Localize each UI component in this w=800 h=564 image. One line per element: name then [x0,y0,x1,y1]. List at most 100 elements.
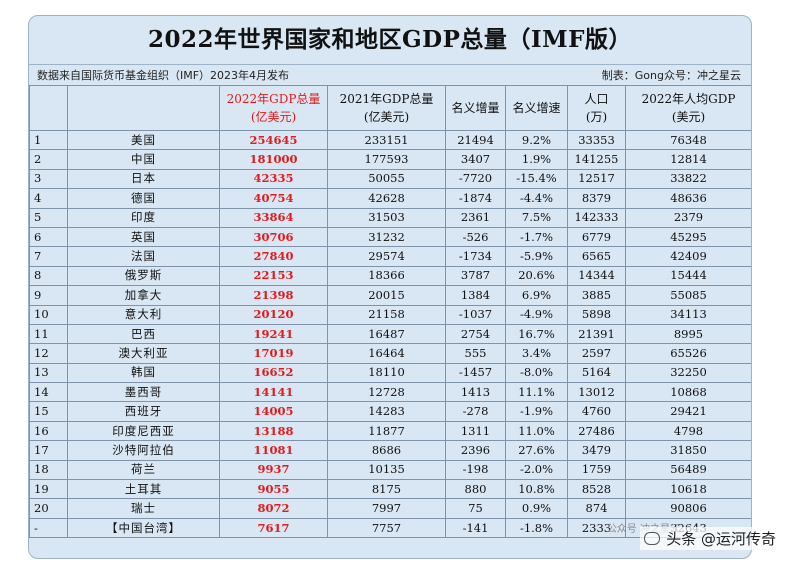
cell-rank: 9 [29,285,68,306]
table-title: 2022年世界国家和地区GDP总量（IMF版） [148,26,632,53]
cell-population: 6565 [567,246,626,267]
table-row: 17 沙特阿拉伯 11081 8686 2396 27.6% 3479 31850 [29,440,751,461]
cell-gdp-2021: 8175 [327,479,446,500]
cell-nominal-increase: -278 [445,401,506,422]
table-row: 14 墨西哥 14141 12728 1413 11.1% 13012 10868 [29,382,751,403]
cell-gdp-2022: 14141 [219,382,328,403]
cell-country: 中国 [67,149,220,170]
cell-gdp-2021: 177593 [327,149,446,170]
header-per-capita-gdp: 2022年人均GDP (美元) [625,85,751,131]
cell-nominal-growth: -4.9% [505,304,568,325]
cell-gdp-2022: 9937 [219,459,328,481]
cell-nominal-growth: 11.0% [505,420,568,442]
cell-nominal-increase: 75 [445,498,506,519]
cell-gdp-2021: 31232 [327,226,446,248]
cell-per-capita-gdp: 29421 [625,401,751,422]
cell-gdp-2022: 42335 [219,168,328,190]
cell-gdp-2022: 20120 [219,304,328,325]
cell-nominal-growth: 7.5% [505,207,568,228]
cell-population: 3479 [567,440,626,461]
cell-nominal-increase: -1457 [445,362,506,384]
cell-per-capita-gdp: 45295 [625,226,751,248]
cell-nominal-increase: 3787 [445,265,506,287]
cell-rank: 7 [29,246,68,267]
cell-per-capita-gdp: 34113 [625,304,751,325]
cell-gdp-2021: 7997 [327,498,446,519]
cell-rank: 13 [29,362,68,384]
cell-nominal-increase: 2361 [445,207,506,228]
cell-population: 3885 [567,285,626,306]
cell-nominal-growth: -15.4% [505,168,568,190]
header-nominal-increase: 名义增量 [445,85,506,131]
cell-nominal-growth: -5.9% [505,246,568,267]
cell-population: 874 [567,498,626,519]
cell-per-capita-gdp: 55085 [625,285,751,306]
cell-gdp-2022: 27840 [219,246,328,267]
cell-population: 6779 [567,226,626,248]
cell-country: 【中国台湾】 [67,517,220,539]
cell-gdp-2022: 7617 [219,517,328,539]
header-gdp-2022: 2022年GDP总量 (亿美元) [219,85,328,131]
cell-population: 141255 [567,149,626,170]
cell-per-capita-gdp: 56489 [625,459,751,481]
cell-rank: 5 [29,207,68,228]
header-rank [29,85,68,131]
cell-nominal-increase: 1413 [445,382,506,403]
cell-nominal-growth: -2.0% [505,459,568,481]
cell-per-capita-gdp: 15444 [625,265,751,287]
cell-gdp-2022: 14005 [219,401,328,422]
cell-population: 14344 [567,265,626,287]
cell-gdp-2021: 21158 [327,304,446,325]
cell-gdp-2022: 181000 [219,149,328,170]
cell-rank: 11 [29,323,68,345]
cell-nominal-increase: 1384 [445,285,506,306]
cell-nominal-increase: -198 [445,459,506,481]
cell-nominal-increase: -1734 [445,246,506,267]
header-country [67,85,220,131]
cell-country: 日本 [67,168,220,190]
cell-nominal-growth: 11.1% [505,382,568,403]
cell-per-capita-gdp: 10868 [625,382,751,403]
cell-nominal-growth: 9.2% [505,129,568,151]
cell-nominal-growth: -1.7% [505,226,568,248]
cell-nominal-growth: 1.9% [505,149,568,170]
cell-per-capita-gdp: 2379 [625,207,751,228]
cell-per-capita-gdp: 90806 [625,498,751,519]
cell-nominal-growth: 0.9% [505,498,568,519]
cell-rank: 16 [29,420,68,442]
cell-population: 2333 [567,517,626,539]
cell-nominal-increase: -7720 [445,168,506,190]
cell-nominal-growth: 6.9% [505,285,568,306]
gdp-table-card: 2022年世界国家和地区GDP总量（IMF版） 数据来自国际货币基金组织（IMF… [28,15,752,559]
table-row: 5 印度 33864 31503 2361 7.5% 142333 2379 [29,207,751,228]
table-row: 13 韩国 16652 18110 -1457 -8.0% 5164 32250 [29,362,751,384]
cell-rank: - [29,517,68,539]
cell-per-capita-gdp: 31850 [625,440,751,461]
cell-per-capita-gdp: 65526 [625,343,751,364]
table-row: 10 意大利 20120 21158 -1037 -4.9% 5898 34113 [29,304,751,325]
cell-gdp-2022: 8072 [219,498,328,519]
cell-rank: 17 [29,440,68,461]
cell-nominal-increase: 21494 [445,129,506,151]
cell-rank: 12 [29,343,68,364]
cell-gdp-2021: 12728 [327,382,446,403]
table-body: 1 美国 254645 233151 21494 9.2% 33353 76348 2 中国 181… [29,129,751,539]
table-row: 3 日本 42335 50055 -7720 -15.4% 12517 33822 [29,168,751,190]
cell-per-capita-gdp: 48636 [625,188,751,209]
cell-rank: 4 [29,188,68,209]
cell-country: 美国 [67,129,220,151]
cell-nominal-growth: -1.9% [505,401,568,422]
cell-country: 瑞士 [67,498,220,519]
cell-gdp-2021: 29574 [327,246,446,267]
cell-gdp-2022: 254645 [219,129,328,151]
cell-gdp-2021: 20015 [327,285,446,306]
table-row: 1 美国 254645 233151 21494 9.2% 33353 76348 [29,129,751,151]
cell-population: 2597 [567,343,626,364]
cell-gdp-2022: 9055 [219,479,328,500]
cell-rank: 6 [29,226,68,248]
cell-gdp-2021: 11877 [327,420,446,442]
cell-population: 142333 [567,207,626,228]
cell-gdp-2021: 233151 [327,129,446,151]
cell-gdp-2022: 21398 [219,285,328,306]
table-row: 9 加拿大 21398 20015 1384 6.9% 3885 55085 [29,285,751,306]
